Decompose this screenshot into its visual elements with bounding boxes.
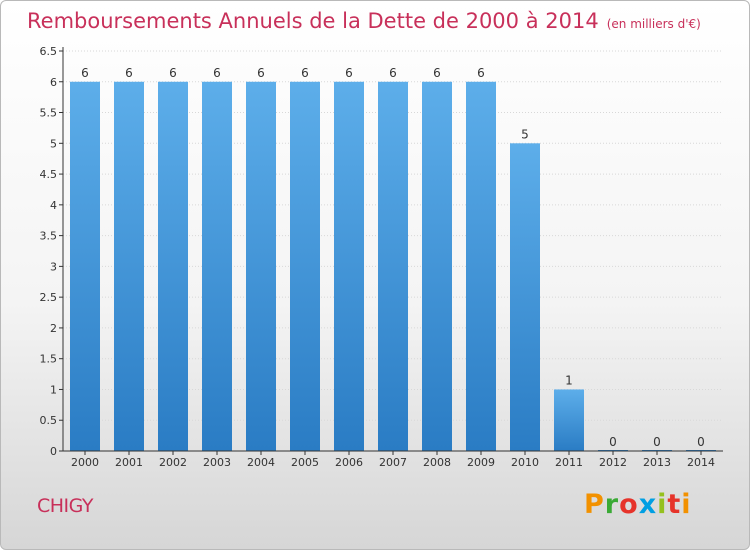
logo-letter: x [638,489,658,520]
commune-name: CHIGY [37,495,94,517]
x-tick-label: 2000 [71,456,99,469]
chart-title-text: Remboursements Annuels de la Dette de 20… [27,9,599,33]
bar [114,81,144,452]
value-label: 1 [565,373,573,387]
y-tick-label: 4.5 [40,168,58,181]
bar [422,81,452,452]
chart-unit: (en milliers d'€) [606,17,701,31]
x-tick-label: 2008 [423,456,451,469]
value-label: 0 [609,435,617,449]
bar [510,143,540,452]
x-tick-label: 2007 [379,456,407,469]
x-tick-label: 2005 [291,456,319,469]
bar [378,81,408,452]
value-label: 6 [345,66,353,80]
y-tick-label: 1 [50,383,57,396]
value-label: 0 [697,435,705,449]
y-tick-label: 3 [50,260,57,273]
y-tick-label: 1.5 [40,353,58,366]
x-tick-label: 2009 [467,456,495,469]
x-tick-label: 2011 [555,456,583,469]
bar [70,81,100,452]
y-tick-label: 6.5 [40,45,58,58]
bar [466,81,496,452]
logo-letter: r [604,489,620,520]
y-tick-label: 0 [50,445,57,458]
bar [158,81,188,452]
value-label: 5 [521,127,529,141]
logo-letter: i [657,489,668,520]
y-tick-label: 2 [50,322,57,335]
value-label: 6 [125,66,133,80]
logo-letter: P [584,489,605,520]
value-label: 6 [389,66,397,80]
y-tick-label: 4 [50,199,57,212]
value-label: 6 [477,66,485,80]
proxiti-logo[interactable]: Proxiti [584,489,692,520]
y-tick-label: 0.5 [40,414,58,427]
value-label: 6 [433,66,441,80]
x-tick-label: 2014 [687,456,715,469]
value-label: 6 [169,66,177,80]
x-tick-label: 2010 [511,456,539,469]
x-tick-label: 2004 [247,456,275,469]
bar [554,389,584,451]
value-label: 6 [301,66,309,80]
axes [59,47,723,455]
y-tick-label: 3.5 [40,230,58,243]
y-tick-label: 5.5 [40,107,58,120]
value-label: 6 [257,66,265,80]
x-tick-label: 2003 [203,456,231,469]
y-tick-label: 5 [50,137,57,150]
bar [202,81,232,452]
y-tick-label: 2.5 [40,291,58,304]
value-label: 6 [213,66,221,80]
x-tick-label: 2006 [335,456,363,469]
value-label: 0 [653,435,661,449]
logo-letter: i [681,489,692,520]
value-label: 6 [81,66,89,80]
x-tick-label: 2013 [643,456,671,469]
x-tick-label: 2002 [159,456,187,469]
chart-title: Remboursements Annuels de la Dette de 20… [27,9,701,33]
logo-letter: t [667,489,682,520]
bar [334,81,364,452]
y-tick-label: 6 [50,76,57,89]
logo-letter: o [619,489,639,520]
bar [246,81,276,452]
bar [290,81,320,452]
bars [70,81,716,452]
x-tick-label: 2001 [115,456,143,469]
labels: 0 0.5 1 1.5 2 2.5 3 3.5 4 4.5 5 5.5 6 6.5 6 2000 6 2001 6 2… [40,45,716,469]
x-tick-label: 2012 [599,456,627,469]
